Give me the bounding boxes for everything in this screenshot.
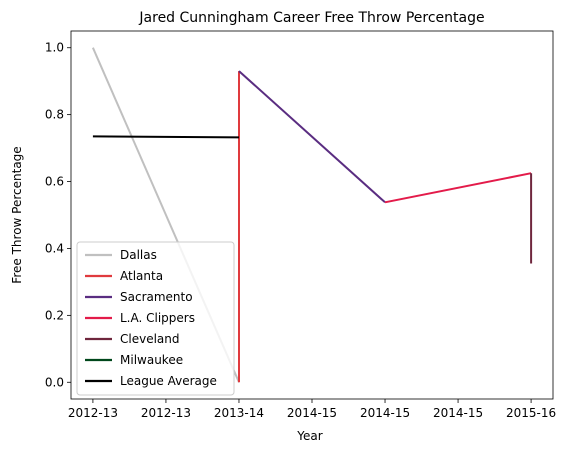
series-line-l-a-clippers: [384, 172, 532, 204]
legend-label: Atlanta: [120, 269, 163, 283]
series-line-sacramento: [238, 70, 386, 204]
y-tick-label: 0.8: [45, 108, 64, 122]
x-axis-label: Year: [296, 429, 322, 443]
y-tick-label: 0.6: [45, 175, 64, 189]
legend-label: Cleveland: [120, 332, 180, 346]
legend-label: League Average: [120, 374, 217, 388]
y-tick-label: 1.0: [45, 41, 64, 55]
legend-label: Dallas: [120, 248, 157, 262]
legend-label: L.A. Clippers: [120, 311, 195, 325]
y-tick-label: 0.0: [45, 375, 64, 389]
x-tick-label: 2014-15: [360, 406, 410, 420]
plot-area: 0.0 0.2 0.4 0.6 0.8 1.0 2012-13 2012-13 2013-14 2…: [45, 30, 556, 420]
x-tick-label: 2013-14: [214, 406, 264, 420]
legend-label: Milwaukee: [120, 353, 183, 367]
y-axis-label: Free Throw Percentage: [10, 146, 24, 283]
y-tick-label: 0.4: [45, 241, 64, 255]
legend-label: Sacramento: [120, 290, 193, 304]
chart-title: Jared Cunningham Career Free Throw Perce…: [138, 10, 484, 26]
series-line-league-average: [92, 135, 240, 139]
x-tick-label: 2015-16: [506, 406, 556, 420]
x-tick-label: 2014-15: [433, 406, 483, 420]
x-tick-label: 2014-15: [287, 406, 337, 420]
legend: Dallas Atlanta Sacramento L.A. Clippers Clev…: [76, 241, 235, 396]
x-tick-label: 2012-13: [141, 406, 191, 420]
legend-box: [76, 241, 235, 396]
x-tick-label: 2012-13: [68, 406, 118, 420]
y-tick-label: 0.2: [45, 308, 64, 322]
